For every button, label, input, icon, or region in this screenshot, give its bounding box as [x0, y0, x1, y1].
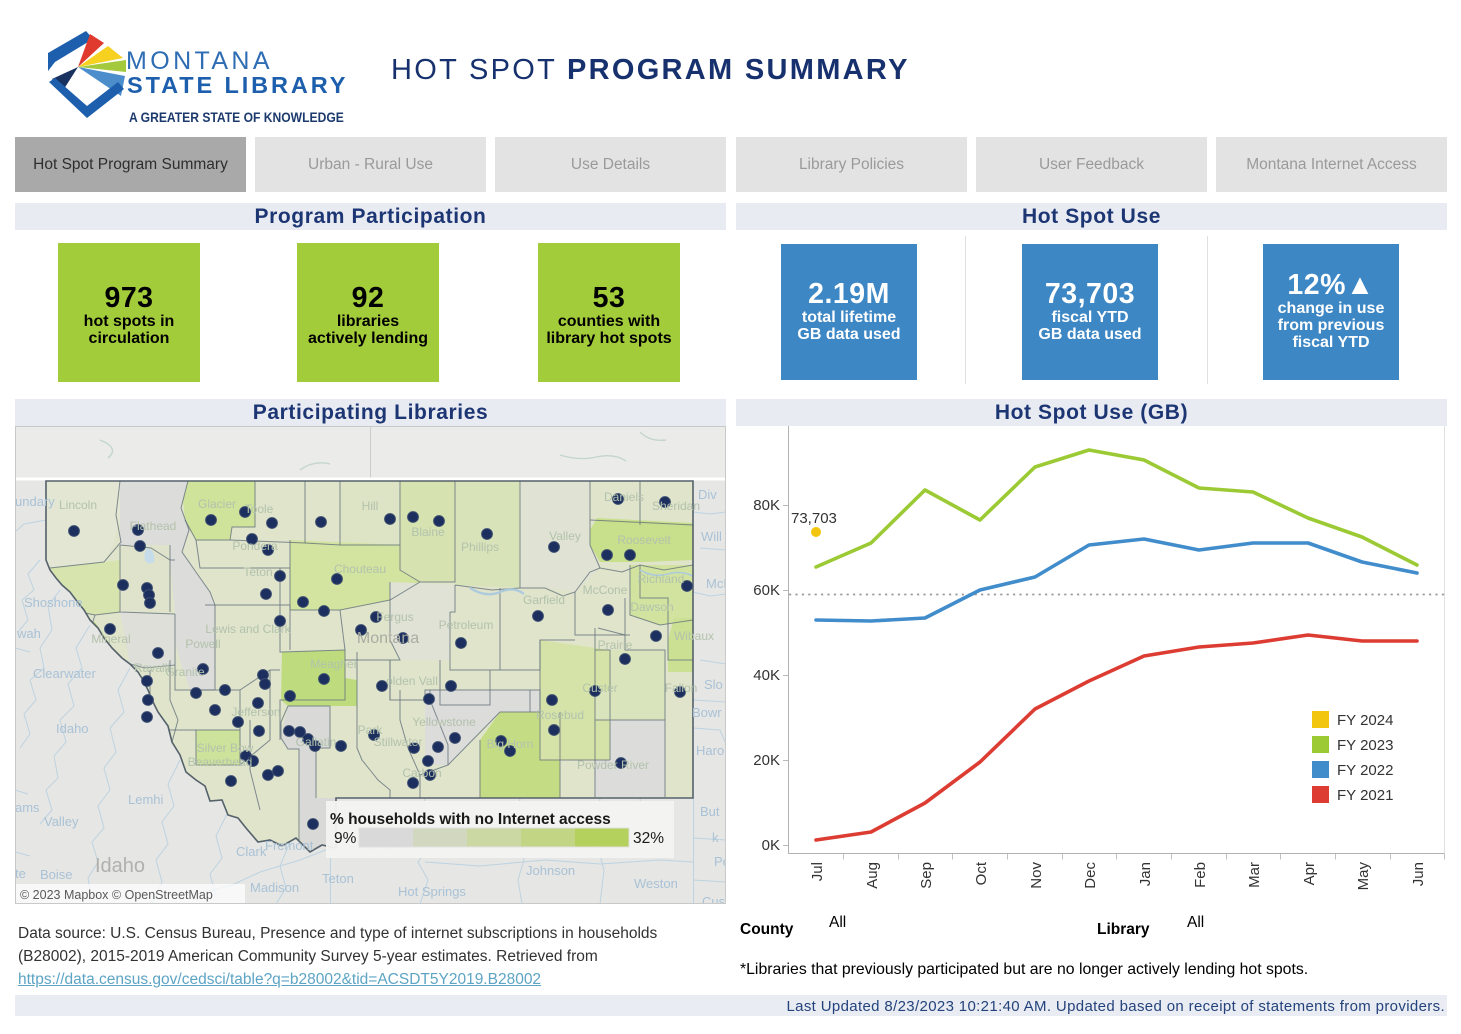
svg-text:Oct: Oct: [973, 861, 990, 885]
svg-text:Weston: Weston: [634, 876, 678, 891]
svg-text:Gallatin: Gallatin: [296, 735, 337, 749]
svg-text:60K: 60K: [753, 582, 780, 599]
svg-text:Valley: Valley: [44, 814, 79, 829]
svg-text:Lewis and Clark: Lewis and Clark: [205, 622, 291, 636]
svg-text:% households with no Internet: % households with no Internet access: [330, 811, 611, 828]
svg-text:Johnson: Johnson: [526, 863, 575, 878]
svg-text:80K: 80K: [753, 497, 780, 514]
svg-text:Jefferson: Jefferson: [231, 705, 280, 719]
svg-text:Aug: Aug: [864, 862, 881, 889]
svg-text:Shoshone: Shoshone: [24, 595, 83, 610]
svg-text:k: k: [712, 830, 719, 845]
svg-text:Valley: Valley: [549, 529, 581, 543]
svg-text:Pondera: Pondera: [232, 539, 278, 553]
svg-text:May: May: [1355, 862, 1372, 891]
svg-text:Boise: Boise: [40, 867, 73, 882]
svg-text:FY 2022: FY 2022: [1337, 762, 1393, 779]
svg-text:Pe: Pe: [714, 854, 726, 869]
svg-text:Dec: Dec: [1082, 862, 1099, 889]
svg-text:Clark: Clark: [236, 844, 267, 859]
svg-text:Fergus: Fergus: [376, 610, 413, 624]
svg-text:Stillwater: Stillwater: [374, 735, 423, 749]
svg-text:Glacier: Glacier: [198, 497, 236, 511]
svg-text:Powder River: Powder River: [577, 758, 649, 772]
svg-text:Yellowstone: Yellowstone: [412, 715, 476, 729]
svg-text:Fremont: Fremont: [265, 838, 314, 853]
svg-text:McCone: McCone: [583, 583, 628, 597]
svg-text:Meagher: Meagher: [310, 657, 357, 671]
svg-text:Blaine: Blaine: [411, 525, 445, 539]
svg-text:Jan: Jan: [1137, 862, 1154, 886]
svg-text:9%: 9%: [334, 830, 357, 847]
svg-text:Park: Park: [358, 723, 384, 737]
svg-text:FY 2023: FY 2023: [1337, 737, 1393, 754]
svg-text:Teton: Teton: [322, 871, 354, 886]
svg-text:Teton: Teton: [243, 565, 272, 579]
svg-text:Apr: Apr: [1301, 862, 1318, 885]
svg-text:Petroleum: Petroleum: [439, 618, 494, 632]
svg-text:Div: Div: [698, 487, 717, 502]
svg-text:Big Horn: Big Horn: [487, 737, 534, 751]
svg-text:Wibaux: Wibaux: [674, 629, 714, 643]
svg-text:Nov: Nov: [1028, 862, 1045, 889]
svg-text:Jun: Jun: [1410, 862, 1427, 886]
svg-text:Madison: Madison: [250, 880, 299, 895]
svg-text:Fallon: Fallon: [665, 681, 698, 695]
svg-text:0K: 0K: [762, 837, 780, 854]
svg-text:Idaho: Idaho: [56, 721, 89, 736]
svg-text:McK: McK: [706, 576, 726, 591]
svg-text:But: But: [700, 804, 720, 819]
svg-text:Mineral: Mineral: [91, 632, 130, 646]
svg-text:ams: ams: [15, 800, 40, 815]
svg-text:© 2023 Mapbox © OpenStreetMap: © 2023 Mapbox © OpenStreetMap: [20, 888, 213, 902]
svg-text:32%: 32%: [633, 830, 664, 847]
svg-text:Garfield: Garfield: [523, 593, 565, 607]
svg-text:Dawson: Dawson: [630, 600, 673, 614]
svg-text:Mar: Mar: [1246, 862, 1263, 888]
svg-text:Bowr: Bowr: [692, 705, 722, 720]
svg-text:Ravalli: Ravalli: [134, 661, 170, 675]
svg-text:73,703: 73,703: [791, 510, 837, 527]
svg-text:Haro: Haro: [696, 743, 724, 758]
svg-text:Sheridan: Sheridan: [652, 499, 700, 513]
svg-text:Silver Bow: Silver Bow: [197, 741, 254, 755]
svg-text:Daniels: Daniels: [604, 490, 644, 504]
svg-text:Hill: Hill: [362, 499, 379, 513]
svg-text:Carbon: Carbon: [402, 766, 441, 780]
svg-text:Lemhi: Lemhi: [128, 792, 164, 807]
svg-text:40K: 40K: [753, 667, 780, 684]
svg-text:Richland: Richland: [638, 572, 685, 586]
svg-text:FY 2024: FY 2024: [1337, 712, 1393, 729]
svg-text:Clearwater: Clearwater: [33, 666, 97, 681]
svg-text:Idaho: Idaho: [95, 855, 145, 877]
svg-text:undary: undary: [15, 494, 55, 509]
svg-text:Phillips: Phillips: [461, 540, 499, 554]
svg-text:Granite: Granite: [165, 665, 205, 679]
svg-text:Will: Will: [701, 529, 722, 544]
svg-text:Custer: Custer: [582, 681, 617, 695]
svg-text:Roosevelt: Roosevelt: [617, 533, 671, 547]
svg-text:Toole: Toole: [245, 502, 274, 516]
svg-text:Cus: Cus: [702, 894, 726, 904]
svg-text:Montana: Montana: [357, 630, 419, 647]
svg-text:FY 2021: FY 2021: [1337, 787, 1393, 804]
svg-text:Sep: Sep: [918, 862, 935, 889]
svg-text:Slo: Slo: [704, 677, 723, 692]
svg-text:Rosebud: Rosebud: [536, 708, 584, 722]
svg-text:Flathead: Flathead: [130, 519, 177, 533]
svg-text:olden Vall: olden Vall: [386, 674, 438, 688]
svg-text:Chouteau: Chouteau: [334, 562, 386, 576]
svg-text:te: te: [15, 866, 26, 881]
svg-text:wah: wah: [16, 626, 41, 641]
svg-text:Lincoln: Lincoln: [59, 498, 97, 512]
svg-text:Beaverhead: Beaverhead: [188, 755, 253, 769]
svg-text:Prairie: Prairie: [598, 638, 633, 652]
svg-text:Feb: Feb: [1192, 862, 1209, 888]
svg-text:20K: 20K: [753, 752, 780, 769]
svg-text:Jul: Jul: [809, 862, 826, 881]
svg-text:Powell: Powell: [185, 637, 220, 651]
svg-text:Hot Springs: Hot Springs: [398, 884, 466, 899]
